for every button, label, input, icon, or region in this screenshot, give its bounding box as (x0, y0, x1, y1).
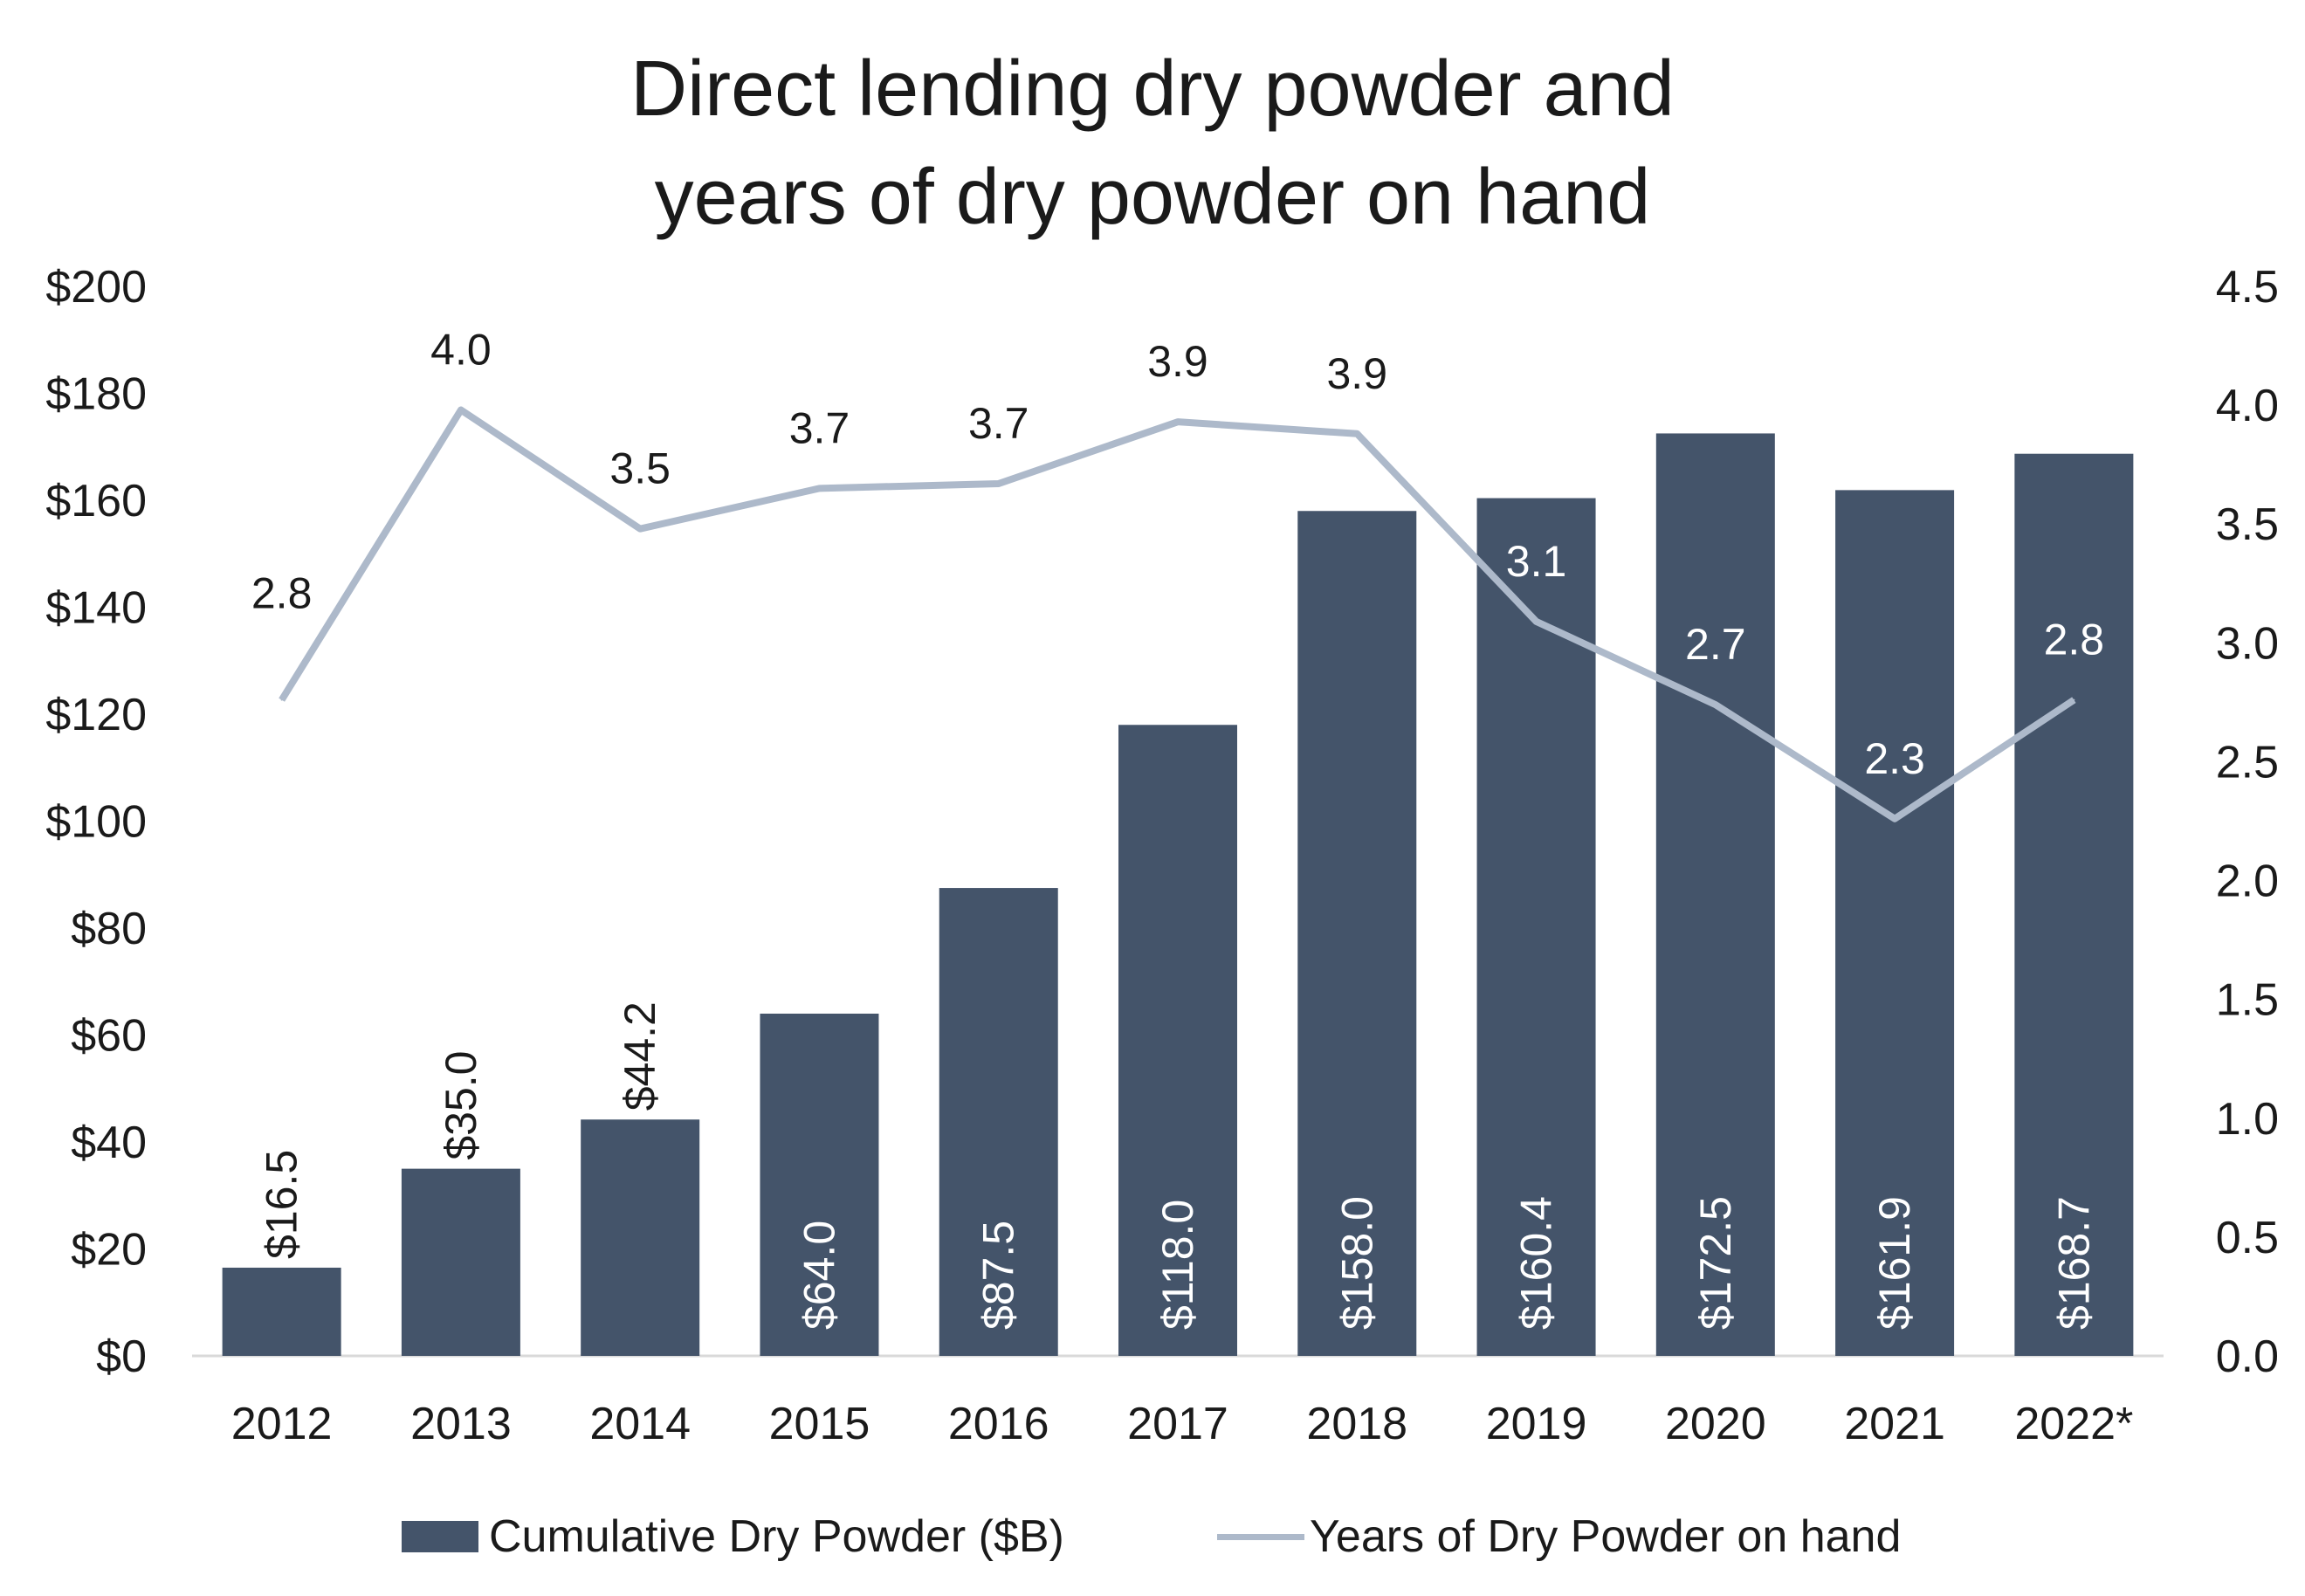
bar-data-label: $87.5 (974, 1221, 1023, 1330)
line-point (1535, 620, 1538, 623)
left-axis-tick-label: $80 (71, 904, 147, 954)
left-axis-tick-label: $180 (45, 369, 147, 420)
x-axis-tick-label: 2012 (231, 1399, 333, 1449)
line-point (639, 527, 642, 530)
chart-title-line-1: Direct lending dry powder and (630, 45, 1675, 133)
line-data-label: 2.3 (1864, 734, 1925, 783)
legend-item-dry-powder: Cumulative Dry Powder ($B) (402, 1502, 1064, 1572)
left-axis-tick-label: $140 (45, 583, 147, 634)
left-axis-tick-label: $60 (71, 1011, 147, 1062)
line-data-label: 2.7 (1685, 620, 1746, 669)
x-axis-tick-label: 2020 (1665, 1399, 1766, 1449)
right-axis-tick-label: 4.0 (2216, 381, 2279, 431)
right-axis-tick-label: 3.0 (2216, 618, 2279, 669)
bar-data-label: $168.7 (2049, 1196, 2098, 1330)
left-axis-tick-label: $20 (71, 1225, 147, 1276)
legend: Cumulative Dry Powder ($B) Years of Dry … (0, 1502, 2305, 1572)
left-axis-tick-label: $0 (96, 1331, 147, 1382)
bar-data-label: $44.2 (616, 1001, 664, 1111)
line-data-label: 3.9 (1327, 349, 1388, 398)
line-point (818, 487, 821, 490)
x-axis-tick-label: 2015 (769, 1399, 870, 1449)
line-point (1894, 817, 1896, 820)
x-axis-tick-label: 2018 (1306, 1399, 1407, 1449)
line-data-label: 2.8 (2044, 616, 2105, 664)
right-axis-tick-label: 1.0 (2216, 1094, 2279, 1145)
bar (222, 1267, 341, 1356)
bar (1297, 511, 1417, 1356)
x-axis-tick-label: 2021 (1844, 1399, 1945, 1449)
bar-labels: $16.5 $35.0 $44.2 $64.0 $87.5 $118.0 $158.0 $16… (258, 1001, 2099, 1330)
line-data-label: 3.9 (1147, 337, 1208, 386)
bar (401, 1168, 520, 1356)
line-data-label: 3.1 (1506, 537, 1567, 586)
bar (2014, 453, 2134, 1356)
right-axis-tick-label: 4.5 (2216, 262, 2279, 313)
line-labels: 2.8 4.0 3.5 3.7 3.7 3.9 3.9 3.1 2.7 2.3 2.8 (251, 326, 2104, 783)
line-point (997, 482, 1000, 485)
left-axis-tick-label: $40 (71, 1118, 147, 1168)
line-series (279, 406, 2076, 822)
right-axis-tick-label: 0.0 (2216, 1331, 2279, 1382)
legend-swatch-bar (402, 1521, 478, 1552)
legend-label-years: Years of Dry Powder on hand (1310, 1511, 1902, 1562)
bar-data-label: $172.5 (1691, 1196, 1740, 1330)
line-point (459, 409, 462, 411)
left-axis-tick-label: $200 (45, 262, 147, 313)
bar-data-label: $161.9 (1870, 1196, 1919, 1330)
line-data-label: 4.0 (430, 326, 492, 375)
line-point (1714, 704, 1717, 706)
right-axis-tick-label: 2.5 (2216, 737, 2279, 788)
bar-data-label: $35.0 (437, 1051, 485, 1160)
line-point (2073, 698, 2075, 701)
right-axis-tick-label: 2.0 (2216, 856, 2279, 907)
bar-data-label: $16.5 (258, 1150, 306, 1259)
bar-data-label: $158.0 (1332, 1196, 1381, 1330)
line-data-label: 3.7 (789, 403, 850, 452)
chart-title: Direct lending dry powder and years of d… (0, 35, 2305, 251)
bar-data-label: $64.0 (795, 1221, 843, 1330)
right-axis-tick-label: 0.5 (2216, 1213, 2279, 1263)
bar (581, 1119, 700, 1356)
right-axis: 0.0 0.5 1.0 1.5 2.0 2.5 3.0 3.5 4.0 4.5 (2216, 262, 2279, 1382)
bar (939, 888, 1058, 1356)
legend-item-years: Years of Dry Powder on hand (1217, 1502, 1901, 1572)
left-axis-tick-label: $160 (45, 476, 147, 526)
bar (1835, 490, 1955, 1356)
left-axis-tick-label: $100 (45, 797, 147, 848)
x-axis-tick-label: 2016 (948, 1399, 1049, 1449)
x-axis-tick-label: 2022* (2014, 1399, 2133, 1449)
line-data-label: 3.7 (968, 399, 1029, 448)
line-point (280, 698, 283, 701)
bar-series (222, 433, 2134, 1356)
x-axis-tick-label: 2013 (410, 1399, 512, 1449)
bar (1118, 725, 1237, 1356)
bar (1655, 433, 1775, 1356)
left-axis: $0 $20 $40 $60 $80 $100 $120 $140 $160 $180 $200 (45, 262, 147, 1382)
bar-data-label: $160.4 (1512, 1196, 1561, 1330)
legend-swatch-line (1217, 1533, 1304, 1540)
chart-title-line-2: years of dry powder on hand (654, 154, 1651, 241)
line-point (1177, 421, 1179, 423)
left-axis-tick-label: $120 (45, 690, 147, 740)
line-data-label: 2.8 (251, 569, 313, 618)
right-axis-tick-label: 3.5 (2216, 499, 2279, 550)
line-point (1356, 432, 1359, 435)
legend-label-dry-powder: Cumulative Dry Powder ($B) (489, 1511, 1064, 1562)
line-data-label: 3.5 (609, 444, 671, 493)
x-axis-ticks: 2012 2013 2014 2015 2016 2017 2018 2019 2020 2021… (231, 1399, 2134, 1449)
right-axis-tick-label: 1.5 (2216, 975, 2279, 1026)
bar-data-label: $118.0 (1153, 1200, 1202, 1330)
bar (760, 1014, 879, 1356)
x-axis-tick-label: 2019 (1486, 1399, 1587, 1449)
x-axis-tick-label: 2017 (1127, 1399, 1228, 1449)
x-axis-tick-label: 2014 (589, 1399, 691, 1449)
